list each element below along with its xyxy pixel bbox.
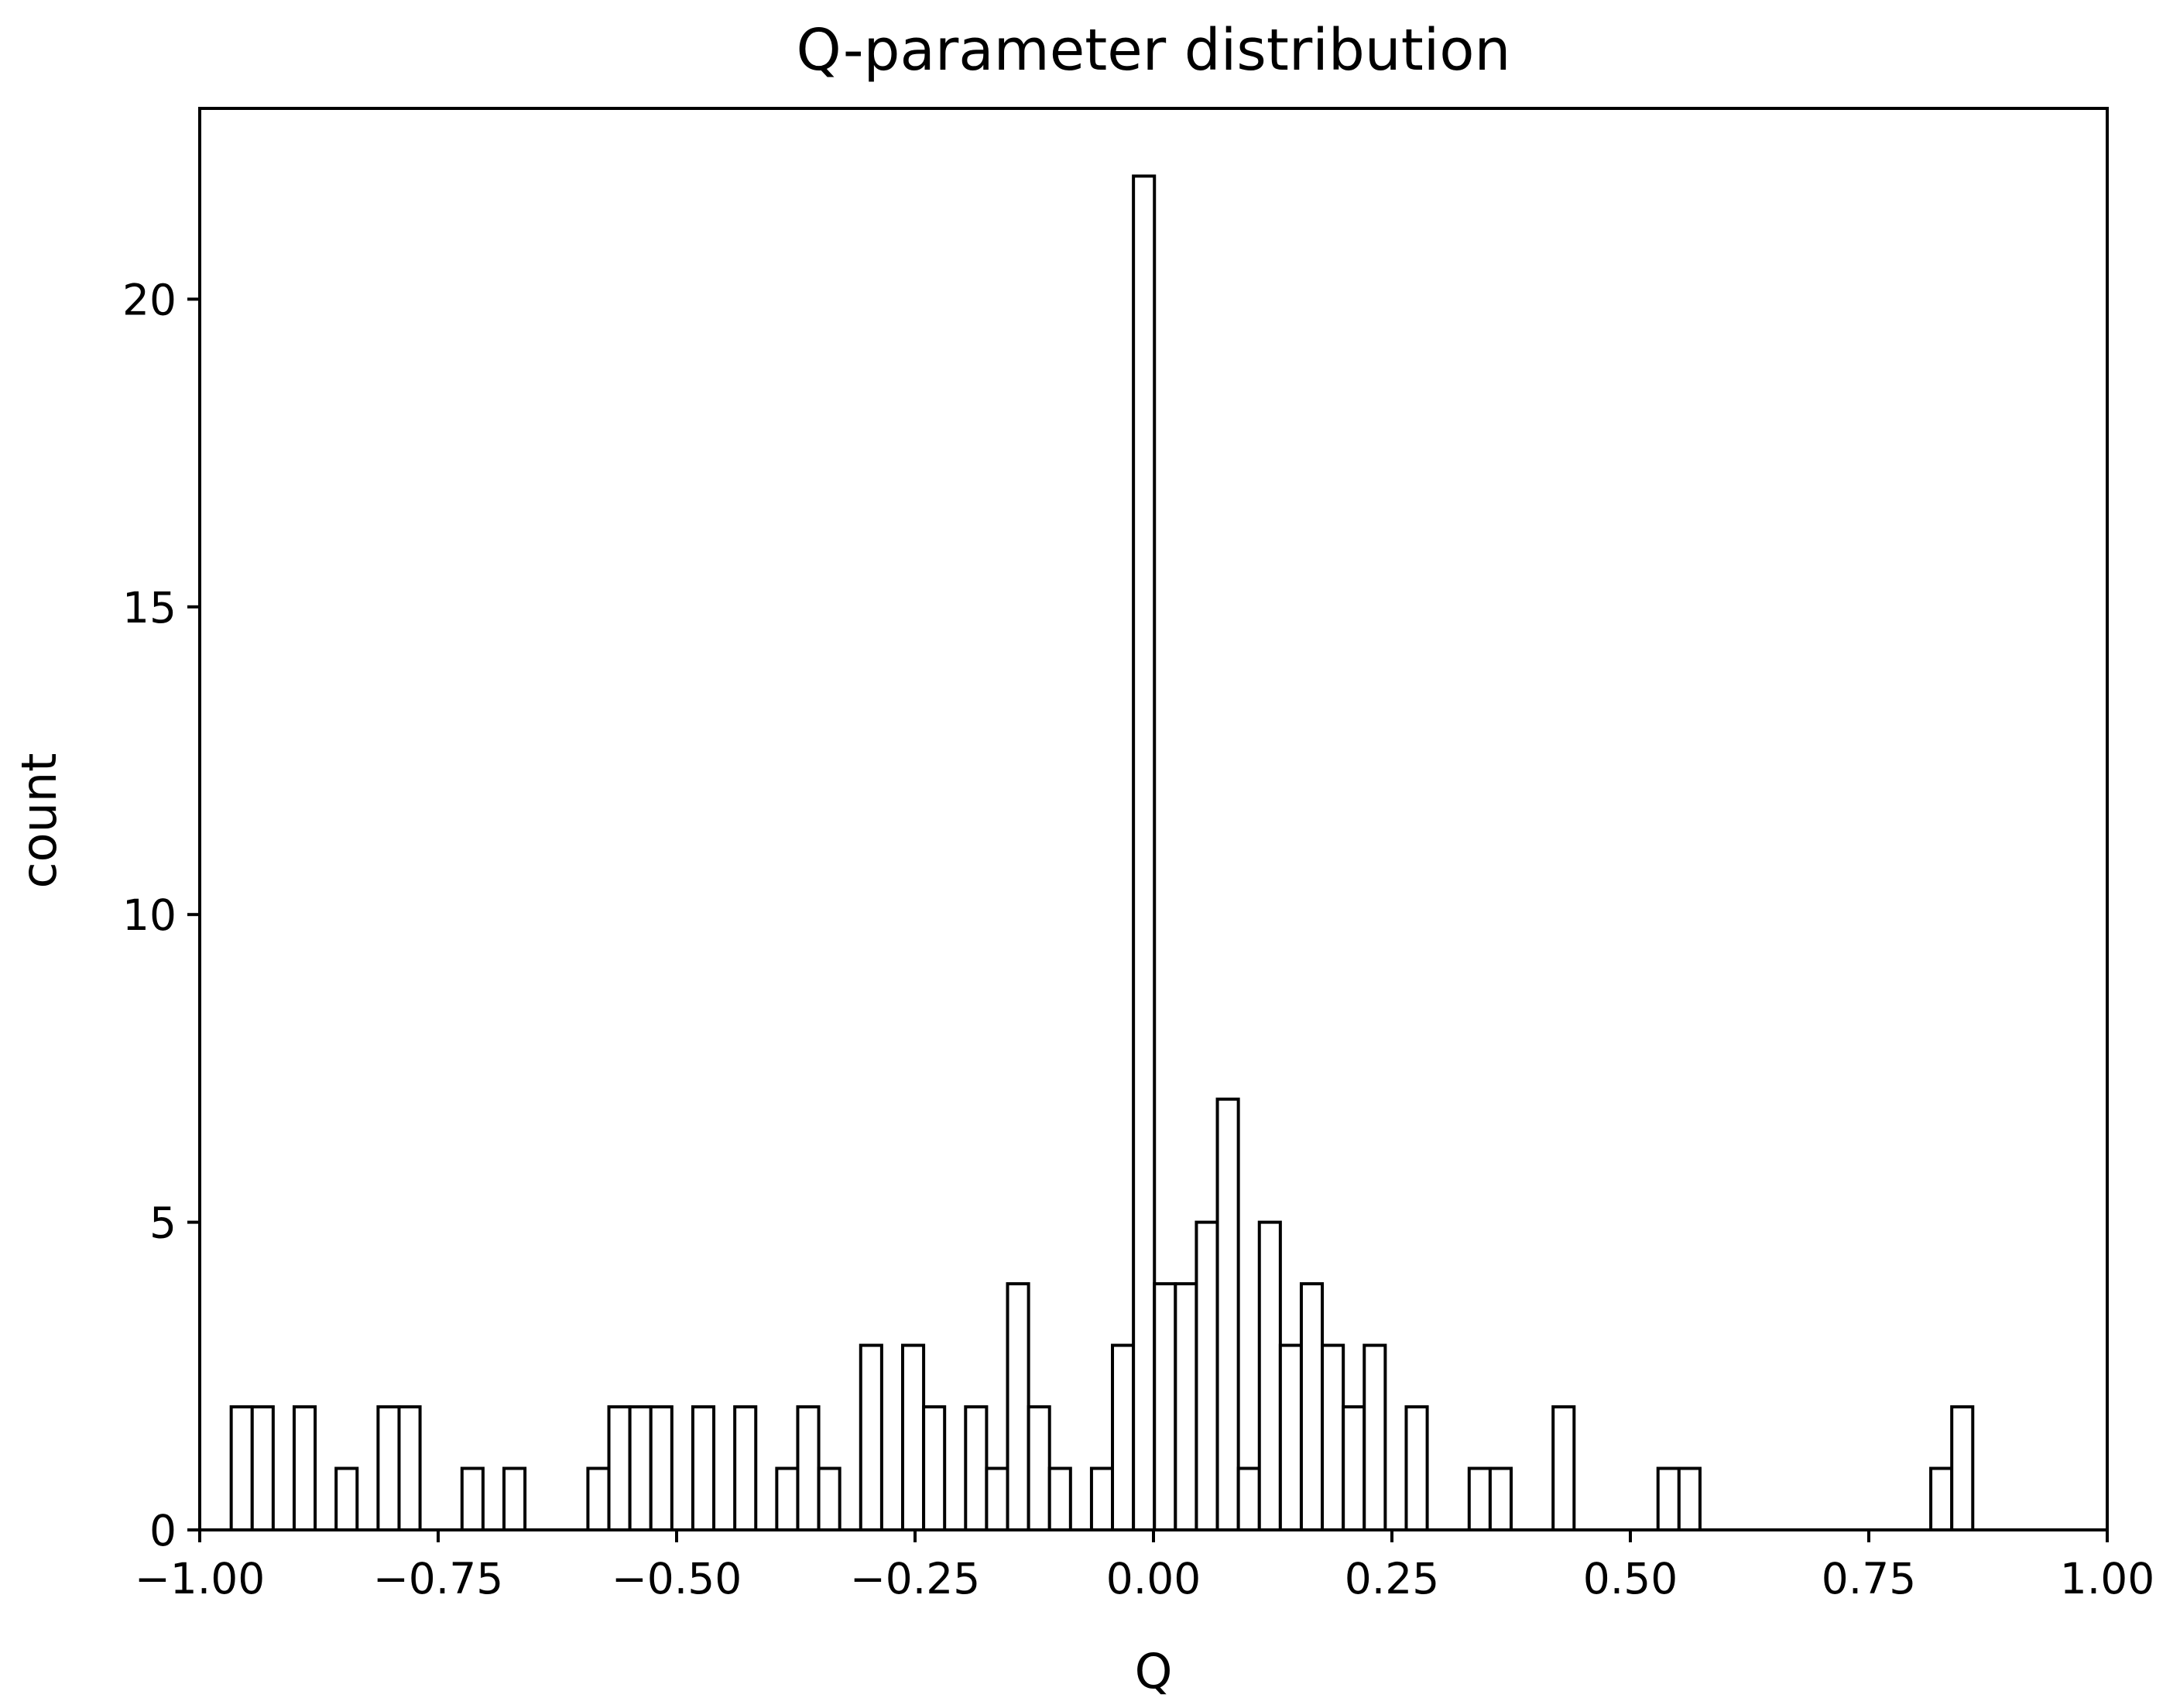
histogram-bar (1929, 1466, 1954, 1532)
histogram-bar (1656, 1466, 1681, 1532)
y-tick-label: 5 (149, 1199, 177, 1248)
histogram-bar (1236, 1466, 1261, 1532)
histogram-bar (1551, 1405, 1576, 1531)
histogram-bar (460, 1466, 485, 1532)
x-tick-label: 0.25 (1345, 1554, 1439, 1603)
histogram-bar (1006, 1282, 1030, 1531)
y-tick-label: 20 (122, 275, 177, 324)
histogram-bar (292, 1405, 317, 1531)
histogram-bar (334, 1466, 359, 1532)
x-tick-label: 0.50 (1583, 1554, 1678, 1603)
histogram-bar (964, 1405, 989, 1531)
histogram-bar (775, 1466, 800, 1532)
histogram-bar (649, 1405, 674, 1531)
x-tick-label: 0.00 (1106, 1554, 1201, 1603)
histogram-bar (1950, 1405, 1975, 1531)
histogram-bar (1195, 1220, 1219, 1531)
histogram-bar (502, 1466, 527, 1532)
histogram-bar (1215, 1097, 1240, 1531)
histogram-bar (1111, 1343, 1136, 1532)
x-tick-label: 0.75 (1822, 1554, 1916, 1603)
x-tick-label: −1.00 (135, 1554, 266, 1603)
histogram-bar (859, 1343, 883, 1532)
histogram-bar (796, 1405, 821, 1531)
y-axis-label: count (11, 753, 67, 889)
histogram-bar (1278, 1343, 1303, 1532)
x-tick-label: −0.75 (373, 1554, 504, 1603)
histogram-bar (1257, 1220, 1282, 1531)
y-tick-label: 0 (149, 1506, 177, 1555)
bars-group (229, 174, 1975, 1532)
histogram-bar (900, 1343, 926, 1532)
x-axis-label: Q (1135, 1643, 1173, 1699)
histogram-bar (1677, 1466, 1702, 1532)
y-axis-ticks: 0 5 10 15 20 (122, 275, 200, 1555)
histogram-bar (1299, 1282, 1325, 1531)
histogram-bar (397, 1405, 422, 1531)
y-tick-label: 15 (122, 583, 177, 633)
histogram-bar (1362, 1343, 1387, 1532)
x-tick-label: 1.00 (2060, 1554, 2154, 1603)
x-axis-ticks: −1.00 −0.75 −0.50 −0.25 0.00 0.25 0.50 0.75 1.00 (135, 1530, 2154, 1603)
histogram-bar (628, 1405, 653, 1531)
histogram-bar (922, 1405, 947, 1531)
x-tick-label: −0.50 (612, 1554, 742, 1603)
histogram-bar (733, 1405, 758, 1531)
histogram-bar (229, 1405, 254, 1531)
histogram-bar (1174, 1282, 1198, 1531)
histogram-bar (1342, 1405, 1366, 1531)
histogram-bar (1467, 1466, 1492, 1532)
histogram-bar (376, 1405, 401, 1531)
histogram-bar (1047, 1466, 1072, 1532)
histogram-bar (1132, 174, 1157, 1531)
histogram-bar (1153, 1282, 1177, 1531)
histogram-bar (1404, 1405, 1429, 1531)
histogram-bar (817, 1466, 841, 1532)
histogram-bar (1321, 1343, 1345, 1532)
histogram-bar (1027, 1405, 1051, 1531)
histogram-bar (1488, 1466, 1513, 1532)
histogram-bar (1089, 1466, 1115, 1532)
chart-title: Q-parameter distribution (797, 17, 1511, 84)
histogram-bar (250, 1405, 275, 1531)
x-tick-label: −0.25 (850, 1554, 981, 1603)
histogram-bar (985, 1466, 1009, 1532)
y-tick-label: 10 (122, 890, 177, 940)
histogram-bar (607, 1405, 632, 1531)
histogram-bar (586, 1466, 611, 1532)
histogram-bar (691, 1405, 716, 1531)
